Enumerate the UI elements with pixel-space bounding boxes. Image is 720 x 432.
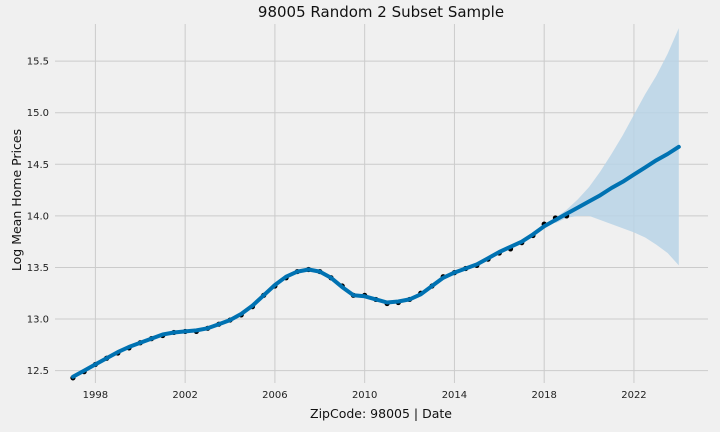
observed-series <box>70 213 570 381</box>
x-tick-label: 2014 <box>442 390 467 401</box>
x-tick-label: 2006 <box>262 390 287 401</box>
forecast-series <box>71 144 681 379</box>
grid <box>55 24 708 383</box>
y-tick-label: 14.5 <box>27 160 49 171</box>
y-axis-ticks: 12.5 13.0 13.5 14.0 14.5 15.0 15.5 <box>27 57 49 377</box>
forecast-line <box>71 144 681 379</box>
y-tick-label: 13.5 <box>27 263 49 274</box>
x-tick-label: 2018 <box>531 390 556 401</box>
x-tick-label: 2010 <box>352 390 377 401</box>
y-tick-label: 12.5 <box>27 366 49 377</box>
x-axis-ticks: 1998 2002 2006 2010 2014 2018 2022 <box>83 390 647 401</box>
x-tick-label: 1998 <box>83 390 108 401</box>
x-tick-label: 2002 <box>172 390 197 401</box>
chart-title: 98005 Random 2 Subset Sample <box>258 3 504 21</box>
y-tick-label: 14.0 <box>27 211 49 222</box>
y-tick-label: 13.0 <box>27 315 49 326</box>
interval-band <box>555 28 679 266</box>
y-tick-label: 15.0 <box>27 108 49 119</box>
y-tick-label: 15.5 <box>27 57 49 68</box>
x-axis-label: ZipCode: 98005 | Date <box>310 406 452 421</box>
y-axis-label: Log Mean Home Prices <box>9 129 24 271</box>
x-tick-label: 2022 <box>621 390 646 401</box>
uncertainty-interval <box>555 28 679 266</box>
